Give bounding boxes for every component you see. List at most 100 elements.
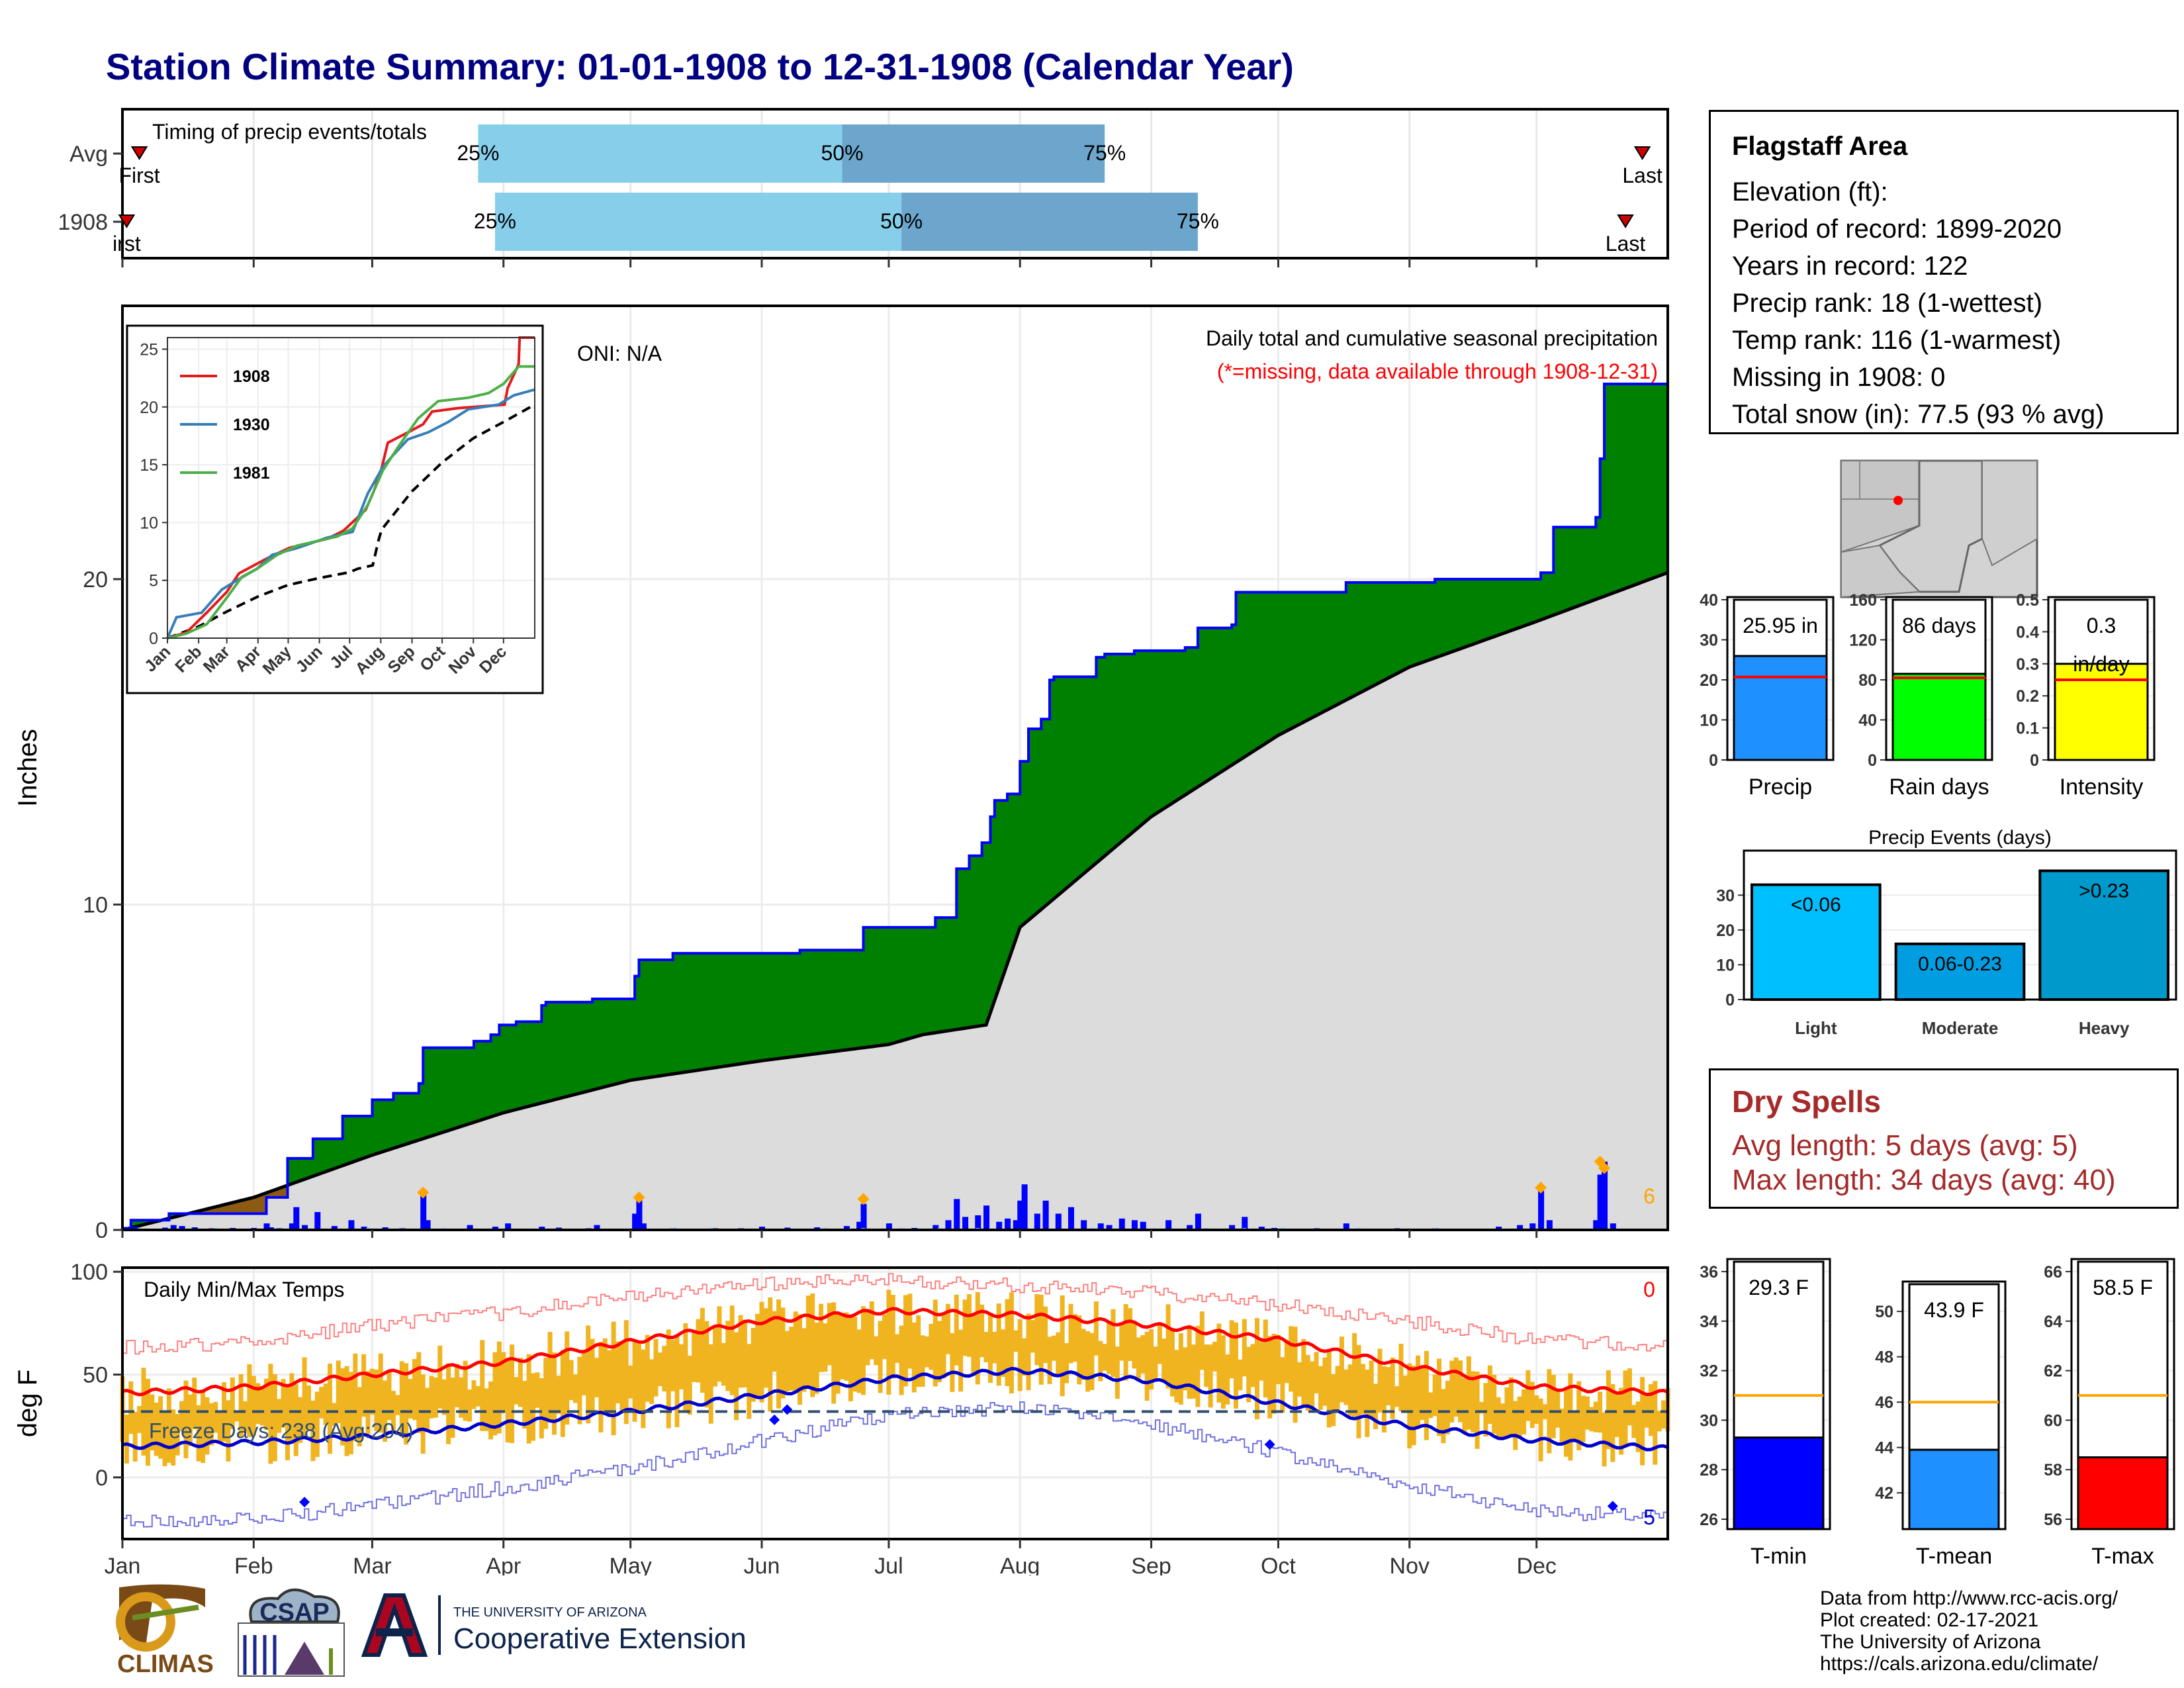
daily-temp-bar: [171, 1409, 176, 1466]
csap-logo-text: CSAP: [259, 1599, 330, 1626]
daily-temp-bar: [1563, 1389, 1569, 1457]
daily-temp-bar: [332, 1403, 337, 1427]
daily-temp-bar: [1119, 1322, 1124, 1361]
daily-temp-bar: [708, 1344, 713, 1424]
daily-temp-bar: [636, 1344, 641, 1413]
daily-temp-bar: [666, 1329, 671, 1429]
daily-temp-bar: [1551, 1374, 1556, 1438]
csap-logo: CSAP: [238, 1588, 345, 1677]
inset-y-tick-label: 25: [140, 340, 158, 359]
daily-temp-bar: [619, 1343, 625, 1413]
summary-value-label: 0.3: [2087, 614, 2116, 637]
summary-y-tick-label: 40: [1700, 591, 1718, 610]
daily-temp-bar: [1631, 1405, 1637, 1438]
daily-temp-bar: [1174, 1350, 1179, 1403]
daily-temp-bar: [124, 1415, 129, 1464]
daily-precip-bar: [636, 1197, 643, 1230]
daily-precip-bar: [758, 1227, 765, 1230]
freeze-days-label: Freeze Days: 238 (Avg:204): [149, 1419, 414, 1442]
daily-temp-bar: [1458, 1360, 1463, 1423]
station-info-box: Flagstaff Area Elevation (ft): Period of…: [1709, 110, 2179, 434]
daily-temp-bar: [1195, 1325, 1201, 1407]
daily-temp-bar: [518, 1358, 523, 1407]
normal-cumulative-area: [122, 573, 1668, 1230]
precip-chart-title: Daily total and cumulative seasonal prec…: [1206, 326, 1658, 350]
daily-precip-bar: [420, 1194, 427, 1230]
record-precip-marker: [417, 1186, 430, 1199]
daily-temp-bar: [916, 1315, 921, 1387]
daily-temp-bar: [420, 1374, 426, 1454]
summary-y-tick-label: 42: [1875, 1484, 1893, 1503]
last-event-label: Last: [1606, 232, 1646, 256]
temp-y-tick-label: 100: [70, 1260, 108, 1285]
daily-temp-bar: [1398, 1343, 1404, 1412]
inset-y-tick-label: 0: [149, 630, 158, 648]
daily-temp-bar: [628, 1365, 633, 1399]
daily-temp-bar: [890, 1295, 895, 1379]
daily-temp-bar: [1593, 1401, 1598, 1432]
daily-temp-bar: [776, 1299, 782, 1409]
daily-temp-bar: [137, 1406, 142, 1433]
daily-temp-bar: [1331, 1374, 1336, 1427]
inset-y-tick-label: 10: [140, 514, 158, 532]
daily-temp-bar: [1640, 1377, 1645, 1466]
daily-precip-bar: [170, 1225, 177, 1230]
daily-temp-bar: [238, 1374, 244, 1437]
daily-temp-bar: [895, 1334, 900, 1363]
daily-temp-bar: [132, 1411, 138, 1462]
daily-temp-bar: [539, 1378, 544, 1438]
summary-value-bar: [1908, 1448, 2000, 1530]
daily-temp-bar: [590, 1338, 595, 1415]
daily-temp-bar: [1627, 1368, 1632, 1426]
daily-precip-bar: [954, 1199, 960, 1230]
missing-tmax-label: 0: [1643, 1278, 1655, 1301]
daily-temp-bar: [429, 1376, 434, 1419]
daily-temp-bar: [1394, 1385, 1400, 1407]
daily-precip-bar: [860, 1203, 867, 1230]
daily-precip-bar: [1034, 1213, 1040, 1230]
summary-category-label: T-max: [2091, 1544, 2154, 1569]
daily-temp-bar: [514, 1377, 519, 1405]
daily-temp-bar: [581, 1352, 586, 1395]
daily-temp-bar: [869, 1301, 874, 1360]
daily-temp-bar: [158, 1396, 163, 1459]
daily-temp-bar: [1297, 1362, 1302, 1397]
daily-temp-bar: [467, 1389, 473, 1422]
summary-y-tick-label: 0.1: [2016, 720, 2039, 738]
daily-temp-bar: [1199, 1311, 1205, 1370]
daily-precip-bar: [293, 1207, 300, 1230]
summary-category-label: T-mean: [1916, 1544, 1992, 1569]
daily-temp-bar: [793, 1311, 798, 1393]
daily-temp-bar: [192, 1378, 197, 1429]
daily-precip-bar: [1187, 1225, 1193, 1230]
daily-temp-bar: [255, 1383, 261, 1425]
daily-precip-bar: [1602, 1161, 1608, 1230]
daily-precip-bar: [1005, 1218, 1011, 1230]
ua-cooperative-extension-logo: THE UNIVERSITY OF ARIZONA Cooperative Ex…: [361, 1593, 747, 1657]
month-tick-label: Jan: [105, 1554, 141, 1575]
inset-legend-label: 1930: [233, 416, 270, 434]
daily-temp-bar: [738, 1315, 743, 1388]
temp-frame: [121, 1266, 1669, 1540]
events-y-tick-label: 20: [1716, 921, 1735, 940]
daily-temp-bar: [463, 1360, 468, 1421]
events-bar: [1894, 942, 2026, 1001]
daily-temp-bar: [903, 1295, 908, 1387]
timing-frame: [121, 108, 1669, 259]
temp-y-tick-label: 50: [83, 1363, 108, 1388]
daily-temp-bar: [353, 1353, 358, 1442]
summary-y-tick-label: 120: [1849, 632, 1877, 650]
station-info-line: Period of record: 1899-2020: [1732, 214, 2062, 244]
summary-y-tick-label: 48: [1875, 1348, 1893, 1367]
daily-temp-bar: [586, 1325, 591, 1424]
daily-temp-bar: [369, 1368, 375, 1415]
summary-y-tick-label: 0: [1868, 751, 1877, 770]
daily-temp-bar: [645, 1335, 650, 1402]
daily-temp-bar: [1661, 1400, 1666, 1429]
station-info-line: Temp rank: 116 (1-warmest): [1732, 326, 2062, 355]
daily-temp-bar: [700, 1307, 705, 1393]
daily-temp-bar: [501, 1352, 506, 1413]
daily-temp-bar: [623, 1320, 629, 1425]
daily-temp-bar: [1610, 1383, 1615, 1462]
events-category-label: Heavy: [2079, 1018, 2130, 1038]
